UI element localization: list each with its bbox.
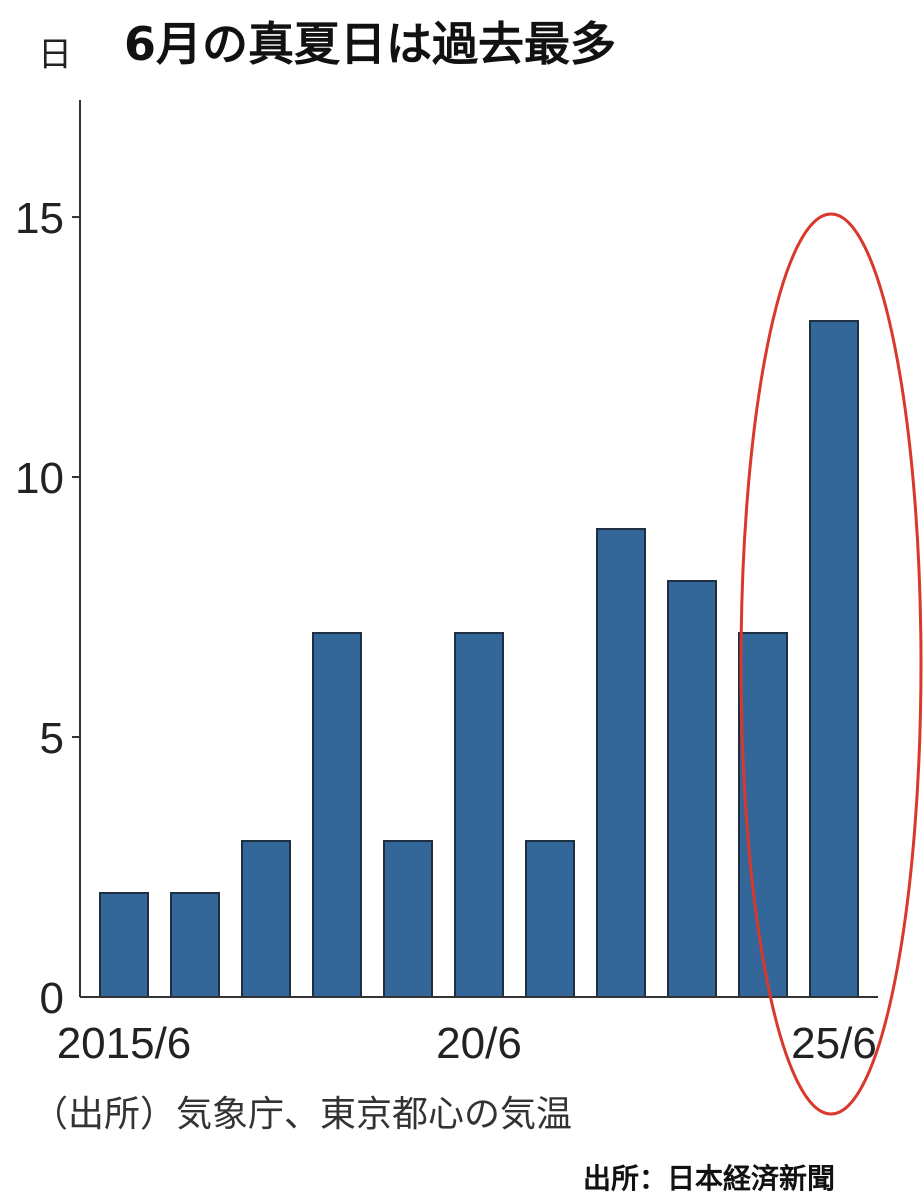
bar — [170, 892, 220, 999]
y-axis-unit-label: 日 — [38, 35, 72, 75]
bar — [241, 840, 291, 999]
bar — [809, 320, 859, 998]
x-axis-ticks: 2015/6 20/6 25/6 — [57, 1019, 877, 1068]
bar — [312, 632, 362, 998]
bar — [596, 528, 646, 999]
y-tick-label: 15 — [15, 194, 64, 243]
bar — [454, 632, 504, 998]
bar — [99, 892, 149, 999]
bar — [383, 840, 433, 999]
x-tick-label: 25/6 — [791, 1019, 877, 1068]
credit: 出所：日本経済新聞 — [583, 1162, 835, 1195]
chart-title: 6月の真夏日は過去最多 — [124, 17, 616, 71]
y-tick-label: 10 — [15, 454, 64, 503]
x-tick-label: 2015/6 — [57, 1019, 192, 1068]
y-tick-label: 5 — [40, 714, 64, 763]
bar — [525, 840, 575, 999]
bars — [99, 320, 859, 999]
y-axis-ticks: 0 5 10 15 — [15, 194, 80, 1023]
y-tick-label: 0 — [40, 974, 64, 1023]
highlight-ellipse — [739, 212, 923, 1116]
bar — [667, 580, 717, 998]
source-note: （出所）気象庁、東京都心の気温 — [32, 1094, 572, 1135]
x-tick-label: 20/6 — [436, 1019, 522, 1068]
